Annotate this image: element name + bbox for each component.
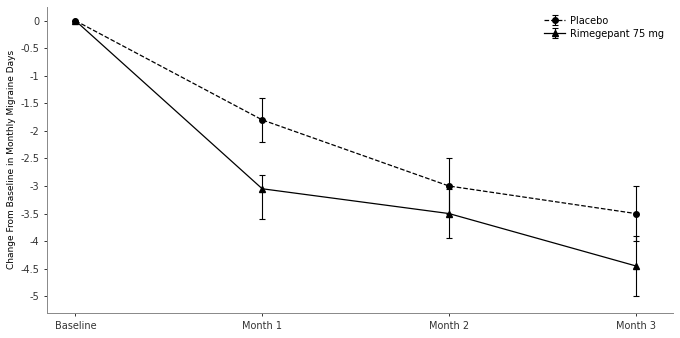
Legend: Placebo, Rimegepant 75 mg: Placebo, Rimegepant 75 mg	[540, 12, 668, 43]
Y-axis label: Change From Baseline in Monthly Migraine Days: Change From Baseline in Monthly Migraine…	[7, 50, 16, 269]
